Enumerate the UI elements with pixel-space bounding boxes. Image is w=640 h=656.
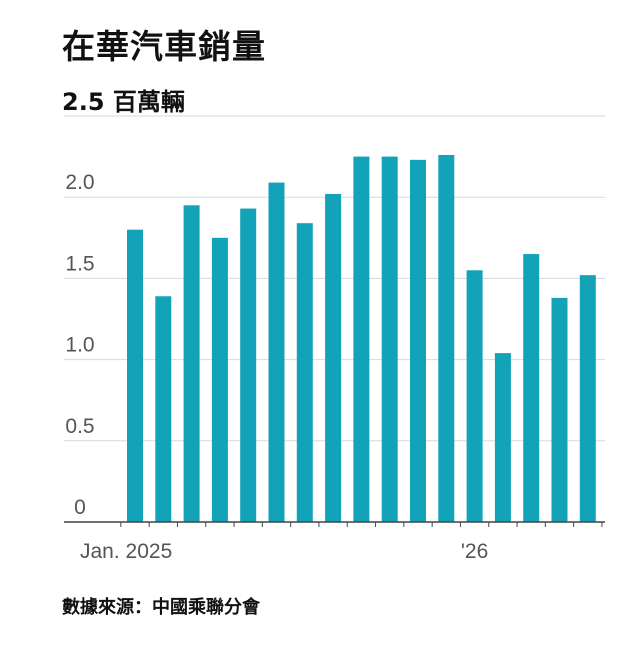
bar	[268, 182, 285, 523]
bar	[183, 205, 200, 522]
bar	[579, 275, 596, 522]
bar	[438, 154, 455, 522]
y-tick-label: 0.5	[65, 415, 94, 438]
y-tick-label: 2.0	[65, 171, 94, 194]
y-tick-label: 0	[74, 496, 86, 519]
bar	[551, 297, 568, 522]
y-tick-label: 1.0	[65, 334, 94, 357]
source-note: 數據來源：中國乘聯分會	[62, 597, 260, 618]
bar	[240, 208, 257, 522]
bars	[127, 154, 596, 523]
y-tick-label: 1.5	[65, 252, 94, 275]
x-tick-label: '26	[461, 540, 488, 563]
bar	[296, 223, 313, 522]
bar	[325, 193, 342, 522]
bar	[381, 156, 398, 522]
bar	[466, 270, 483, 522]
bar	[155, 296, 172, 522]
y-axis-unit-label: 2.5 百萬輛	[62, 88, 185, 116]
x-axis	[64, 521, 605, 527]
axis-labels: 0 0.5 1.0 1.5 2.0 2.5 百萬輛 Jan. 2025 '26	[62, 88, 488, 563]
bar	[410, 159, 426, 522]
bar	[353, 156, 370, 522]
x-tick-label: Jan. 2025	[80, 540, 172, 563]
bar	[523, 254, 540, 523]
bar-chart: 0 0.5 1.0 1.5 2.0 2.5 百萬輛 Jan. 2025 '26	[62, 88, 605, 563]
bar	[211, 237, 228, 523]
bar	[494, 353, 511, 522]
bar	[127, 229, 143, 522]
chart-title: 在華汽車銷量	[62, 27, 266, 66]
